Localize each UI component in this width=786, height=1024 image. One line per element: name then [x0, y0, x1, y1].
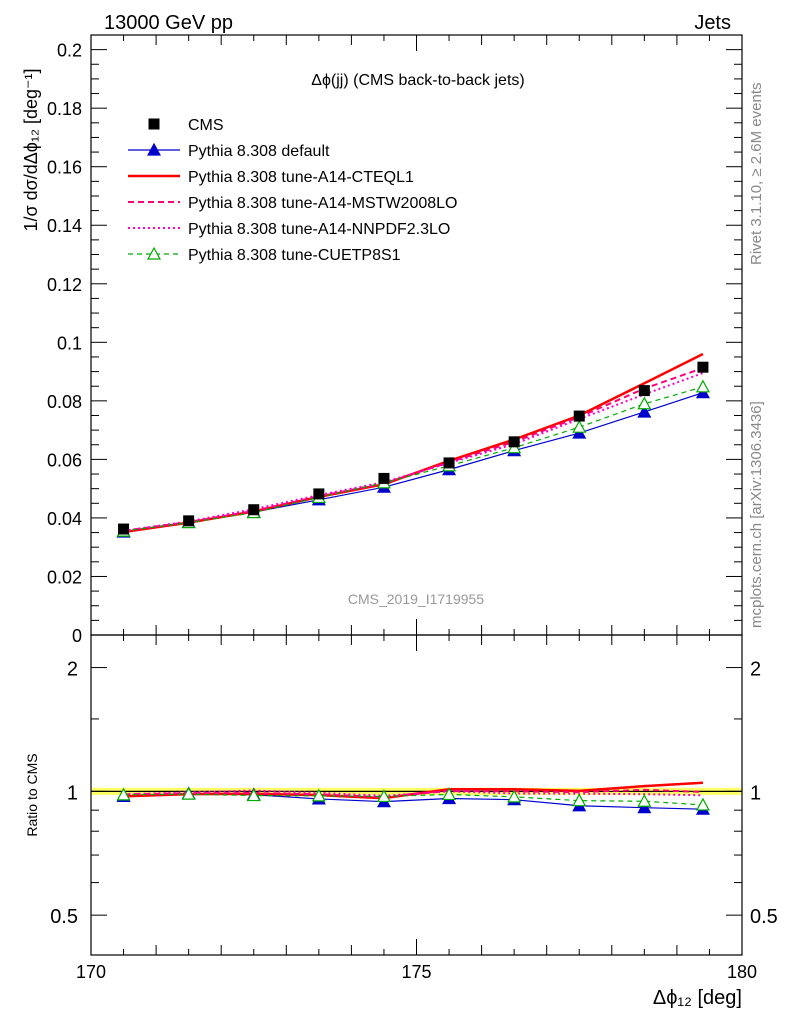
x-tick-label: 175 — [401, 962, 431, 982]
main-axis-ticks: 0 0.02 0.04 0.06 0.08 0.1 0.12 0.14 0.16 0.18 0.2 — [47, 35, 743, 955]
mc-2-line — [123, 352, 704, 534]
header-right: Jets — [694, 12, 731, 34]
legend-marker — [146, 246, 162, 260]
x-tick-label: 180 — [727, 962, 757, 982]
x-tick-label: 170 — [76, 962, 106, 982]
watermark: CMS_2019_I1719955 — [348, 591, 484, 607]
ratio-tick-label-right: 1 — [750, 782, 761, 804]
rivet-label: Rivet 3.1.10, ≥ 2.6M events — [748, 83, 765, 266]
legend-label: Pythia 8.308 tune-A14-NNPDF2.3LO — [188, 221, 450, 238]
cms-data-point — [313, 488, 325, 500]
mc-1-ratio-point — [637, 800, 652, 814]
legend-label: Pythia 8.308 tune-A14-MSTW2008LO — [188, 195, 457, 212]
y-tick-label: 0.1 — [57, 333, 82, 353]
main-panel: 00.020.040.060.080.10.120.140.160.180.2 … — [21, 34, 743, 955]
ratio-tick-label: 1 — [67, 782, 78, 804]
ratio-tick-label: 2 — [67, 659, 78, 681]
y-axis-label: 1/σ dσ/dΔϕ₁₂ [deg⁻¹] — [21, 69, 41, 232]
chart-title: Δϕ(jj) (CMS back-to-back jets) — [311, 72, 524, 89]
legend-marker — [148, 118, 160, 130]
mc-5-ratio-point — [376, 789, 391, 803]
mc-3-ratio-line — [123, 788, 703, 799]
x-axis-label: Δϕ₁₂ [deg] — [653, 987, 742, 1009]
mc-5-line — [123, 386, 704, 532]
mc-5-ratio-point — [246, 788, 261, 802]
mc-1-point — [637, 404, 652, 418]
cms-data-point — [118, 523, 130, 535]
y-tick-label: 0.06 — [47, 450, 82, 470]
mc-5-ratio-point — [637, 793, 652, 807]
cms-data-point — [183, 515, 195, 527]
y-tick-label: 0.2 — [57, 41, 82, 61]
cms-data-point — [508, 436, 520, 448]
cms-data-point — [248, 504, 260, 516]
ratio-panel: 0.5 0.5 1 1 2 2 Ratio to CMS — [24, 634, 778, 956]
legend-label: CMS — [188, 117, 224, 134]
y-tick-label: 0.12 — [47, 275, 82, 295]
ratio-tick-label-right: 0.5 — [750, 906, 778, 928]
mc-5-point — [637, 396, 652, 410]
y-tick-label: 0.14 — [47, 216, 82, 236]
y-tick-label: 0.16 — [47, 158, 82, 178]
legend-marker — [146, 142, 162, 156]
mc-5-ratio-point — [695, 797, 710, 811]
legend-label: Pythia 8.308 tune-A14-CTEQL1 — [188, 169, 414, 186]
ratio-frame — [90, 634, 743, 956]
legend: CMS Pythia 8.308 default Pythia 8.308 tune… — [128, 117, 457, 264]
header-left: 13000 GeV pp — [104, 12, 233, 34]
ratio-tick-label: 0.5 — [50, 906, 78, 928]
mc-5-ratio-line — [123, 793, 703, 806]
cms-data-point — [378, 472, 390, 484]
y-tick-label: 0 — [72, 626, 82, 646]
cms-data-point — [638, 385, 650, 397]
cms-data-point — [573, 410, 585, 422]
y-tick-label: 0.18 — [47, 99, 82, 119]
mc-5-ratio-point — [507, 789, 522, 803]
mc-5-ratio-point — [181, 786, 196, 800]
mc-5-point — [695, 379, 710, 393]
cms-data-point — [697, 361, 709, 373]
y-tick-label: 0.08 — [47, 392, 82, 412]
main-curves — [116, 352, 710, 538]
legend-label: Pythia 8.308 tune-CUETP8S1 — [188, 247, 401, 264]
mc-5-ratio-point — [311, 788, 326, 802]
mc-5-ratio-point — [572, 793, 587, 807]
y-tick-label: 0.04 — [47, 509, 82, 529]
ratio-curves — [116, 781, 710, 815]
mc-5-ratio-point — [442, 787, 457, 801]
ratio-tick-label-right: 2 — [750, 659, 761, 681]
mc-4-line — [123, 372, 704, 532]
mcplots-label: mcplots.cern.ch [arXiv:1306.3436] — [748, 401, 765, 628]
mc-5-point — [572, 419, 587, 433]
mc-5-ratio-point — [116, 787, 131, 801]
ratio-y-axis-label: Ratio to CMS — [24, 753, 40, 836]
x-tick-labels: 170 175 180 — [76, 962, 757, 982]
cms-data-point — [443, 457, 455, 469]
legend-label: Pythia 8.308 default — [188, 143, 330, 160]
y-tick-label: 0.02 — [47, 567, 82, 587]
mc-3-line — [123, 367, 704, 532]
